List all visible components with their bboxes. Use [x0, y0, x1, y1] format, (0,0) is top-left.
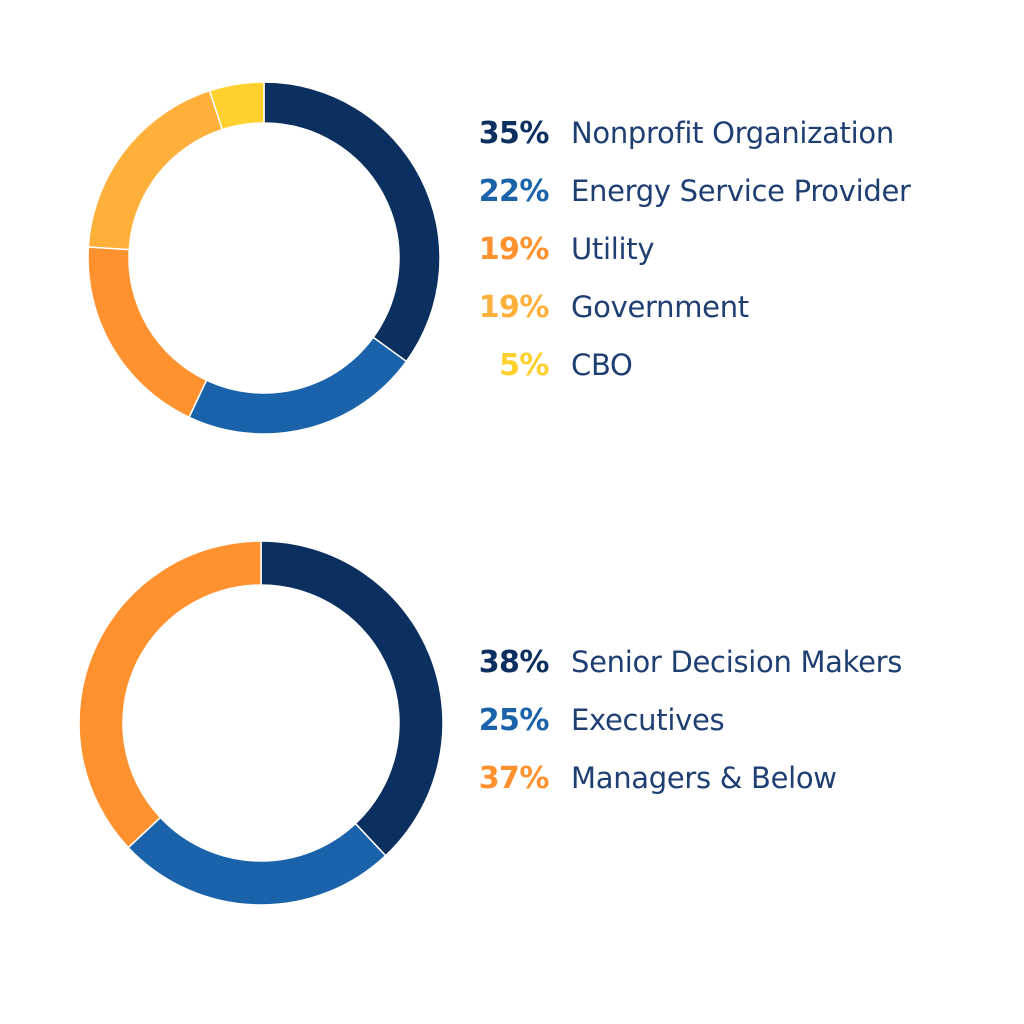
legend-label: Energy Service Provider [571, 174, 911, 208]
legend-value: 35% [478, 115, 550, 151]
slice-executives [127, 816, 387, 906]
legend-item-nonprofit-organization: 35% Nonprofit Organization [476, 104, 911, 162]
legend-value: 38% [478, 644, 550, 680]
legend-label: CBO [571, 348, 633, 382]
donut-chart-1 [87, 81, 441, 435]
donut-chart-2 [78, 540, 444, 906]
legend-value: 5% [499, 347, 549, 383]
legend-label: Senior Decision Makers [571, 645, 903, 679]
slice-nonprofit-organization [263, 81, 441, 363]
legend-item-utility: 19% Utility [476, 220, 911, 278]
legend-value: 19% [478, 231, 550, 267]
slice-cbo [208, 81, 265, 131]
legend-item-energy-service-provider: 22% Energy Service Provider [476, 162, 911, 220]
slice-managers-and-below [78, 540, 262, 849]
slice-energy-service-provider [188, 336, 408, 435]
legend-item-cbo: 5% CBO [476, 336, 911, 394]
legend-organization-type: 35% Nonprofit Organization 22% Energy Servi… [476, 104, 911, 394]
legend-item-managers-and-below: 37% Managers & Below [476, 749, 902, 807]
slice-government [87, 89, 224, 251]
legend-label: Managers & Below [571, 761, 837, 795]
legend-label: Executives [571, 703, 725, 737]
legend-value: 22% [478, 173, 550, 209]
legend-item-executives: 25% Executives [476, 691, 902, 749]
legend-value: 37% [478, 760, 550, 796]
legend-label: Utility [571, 232, 655, 266]
legend-value: 25% [478, 702, 550, 738]
slice-utility [87, 246, 208, 419]
legend-item-senior-decision-makers: 38% Senior Decision Makers [476, 633, 903, 691]
legend-label: Nonprofit Organization [571, 116, 894, 150]
legend-label: Government [571, 290, 749, 324]
legend-value: 19% [478, 289, 550, 325]
legend-item-government: 19% Government [476, 278, 911, 336]
slice-senior-decision-makers [260, 540, 444, 857]
legend-seniority: 38% Senior Decision Makers 25% Executives 37… [476, 633, 903, 807]
